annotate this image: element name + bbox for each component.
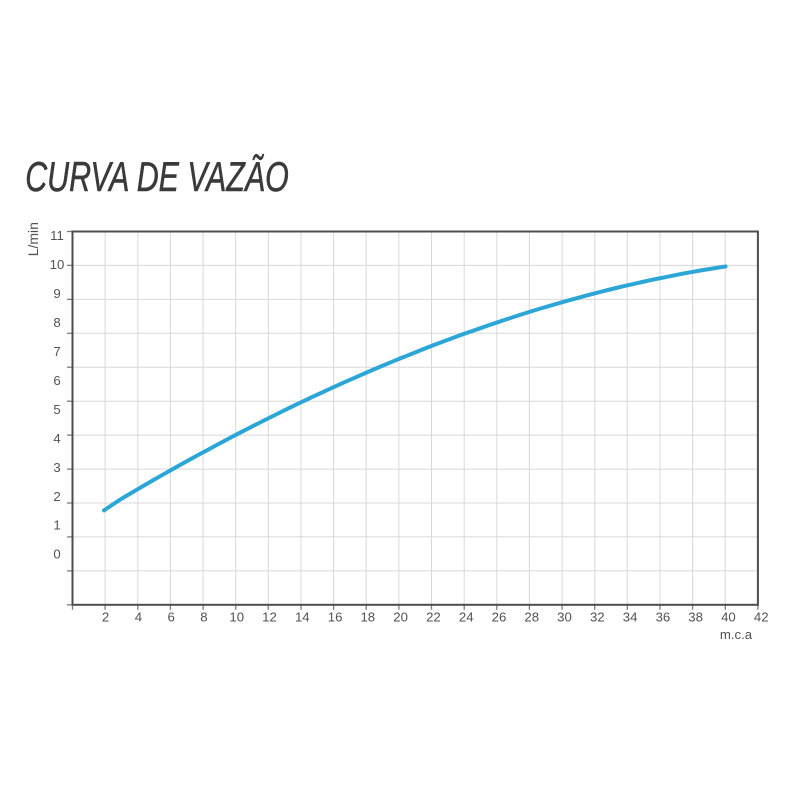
svg-text:9: 9: [53, 286, 60, 301]
svg-text:10: 10: [229, 609, 244, 624]
svg-text:5: 5: [53, 402, 60, 417]
svg-text:22: 22: [426, 609, 441, 624]
svg-text:6: 6: [53, 373, 60, 388]
svg-text:16: 16: [328, 609, 343, 624]
svg-text:6: 6: [168, 609, 175, 624]
svg-text:0: 0: [53, 547, 60, 562]
svg-text:8: 8: [53, 315, 60, 330]
svg-text:12: 12: [262, 609, 277, 624]
svg-text:7: 7: [53, 344, 60, 359]
svg-text:11: 11: [50, 228, 64, 243]
svg-text:24: 24: [459, 609, 474, 624]
svg-text:m.c.a: m.c.a: [720, 627, 753, 642]
svg-text:4: 4: [53, 431, 60, 446]
svg-text:38: 38: [688, 609, 703, 624]
svg-text:10: 10: [50, 257, 65, 272]
svg-text:18: 18: [360, 609, 375, 624]
svg-text:34: 34: [623, 609, 638, 624]
svg-text:40: 40: [721, 609, 736, 624]
svg-text:1: 1: [53, 518, 60, 533]
svg-text:28: 28: [524, 609, 539, 624]
svg-text:8: 8: [200, 609, 207, 624]
svg-text:20: 20: [393, 609, 408, 624]
svg-text:3: 3: [53, 460, 60, 475]
svg-text:32: 32: [590, 609, 605, 624]
svg-text:L/min: L/min: [25, 222, 41, 256]
svg-text:36: 36: [656, 609, 671, 624]
svg-text:2: 2: [102, 609, 109, 624]
svg-text:2: 2: [53, 489, 60, 504]
svg-text:26: 26: [492, 609, 507, 624]
svg-text:14: 14: [295, 609, 310, 624]
svg-text:30: 30: [557, 609, 572, 624]
svg-text:4: 4: [135, 609, 142, 624]
svg-text:CURVA DE VAZÃO: CURVA DE VAZÃO: [25, 153, 289, 200]
svg-text:42: 42: [754, 609, 769, 624]
